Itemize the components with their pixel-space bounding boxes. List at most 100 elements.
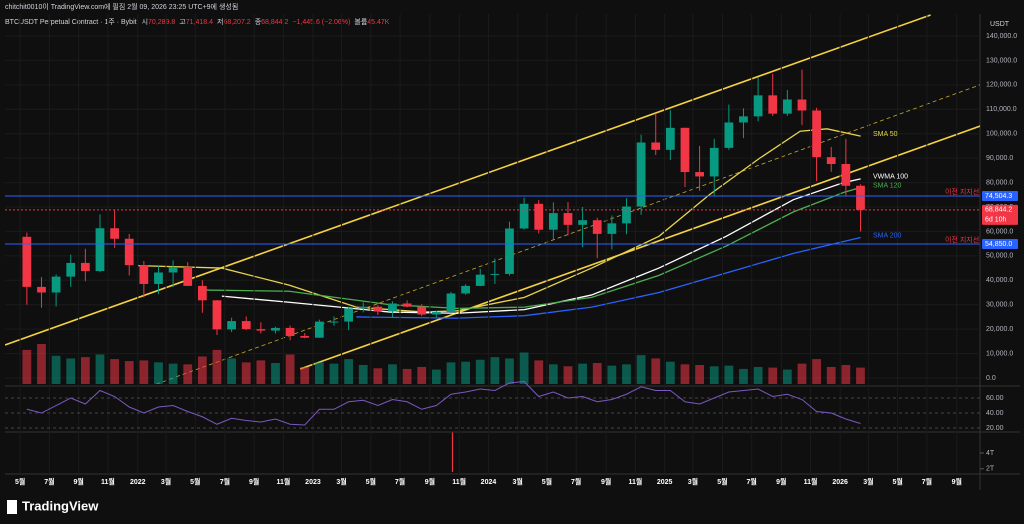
volume-bar: [241, 362, 251, 384]
legend-value: 70,289.8: [148, 19, 175, 26]
candle-body: [300, 335, 310, 338]
volume-bar: [724, 365, 734, 384]
legend-value: 68,844.2: [261, 19, 288, 26]
candle-body: [95, 228, 105, 271]
volume-bar: [622, 364, 631, 384]
x-tick-label: 5월: [366, 477, 376, 486]
volume-bar: [490, 357, 500, 384]
volume-bar: [168, 363, 178, 384]
legend-label: 볼륨: [354, 17, 367, 26]
candle-body: [797, 99, 807, 111]
x-tick-label: 2025: [657, 479, 673, 486]
rsi-tick-label: 20.00: [986, 425, 1004, 432]
candle-body: [592, 220, 602, 234]
candle-body: [110, 228, 119, 239]
y-tick-label: 30,000.0: [986, 302, 1013, 309]
candle-body: [329, 321, 339, 323]
candle-body: [724, 122, 734, 148]
candle-body: [636, 142, 646, 207]
legend-label: 저: [217, 17, 223, 26]
legend-value: 45.47K: [367, 19, 390, 26]
candle-body: [271, 327, 280, 331]
volume-bar: [665, 361, 675, 384]
level-tag: [982, 190, 1018, 201]
volume-bar: [563, 366, 573, 384]
volume-bar: [797, 363, 807, 384]
candle-body: [154, 272, 163, 284]
level-tag: [982, 239, 1018, 250]
x-tick-label: 5월: [15, 477, 25, 486]
volume-bar: [739, 368, 748, 384]
x-tick-label: 11월: [276, 477, 290, 486]
candle-body: [446, 293, 456, 313]
candle-body: [826, 157, 836, 164]
y-tick-label: 90,000.0: [986, 155, 1013, 162]
volume-bar: [183, 364, 193, 384]
volume-bar: [753, 366, 763, 384]
y-tick-label: 80,000.0: [986, 179, 1013, 186]
creator-note: chitchit0010이 TradingView.com에 필짐 2월 09,…: [5, 2, 238, 11]
volume-bar: [680, 364, 690, 384]
candle-body: [212, 300, 222, 330]
x-tick-label: 5월: [717, 477, 727, 486]
volume-bar: [329, 363, 339, 384]
volume-bar: [285, 354, 295, 384]
volume-bar: [578, 363, 587, 384]
candle-body: [197, 285, 207, 301]
candle-body: [753, 95, 763, 117]
volume-bar: [373, 368, 383, 384]
candle-body: [124, 238, 134, 266]
volume-bar: [358, 364, 368, 384]
candle-body: [607, 223, 617, 234]
countdown: 6d 10h: [985, 217, 1007, 224]
volume-bar: [154, 362, 163, 384]
volume-bar: [534, 360, 544, 384]
x-tick-label: 5월: [190, 477, 200, 486]
volume-bar: [417, 366, 427, 384]
volume-bar: [22, 349, 32, 384]
x-tick-label: 5월: [542, 477, 552, 486]
ma-line: [356, 236, 861, 319]
volume-bar: [651, 358, 661, 384]
candle-body: [622, 206, 631, 224]
y-tick-label: 50,000.0: [986, 253, 1013, 260]
volume-bar: [826, 366, 836, 384]
volume-bar: [446, 362, 456, 384]
volume-bar: [66, 358, 76, 384]
candle-body: [768, 95, 778, 114]
volume-bar: [695, 364, 704, 384]
volume-bar: [212, 349, 222, 384]
x-tick-label: 3월: [161, 477, 171, 486]
volume-bar: [636, 355, 646, 384]
x-tick-label: 9월: [601, 477, 611, 486]
x-tick-label: 2022: [130, 479, 146, 486]
candle-body: [431, 312, 441, 315]
x-tick-label: 7월: [44, 477, 54, 486]
volume-bar: [139, 360, 149, 384]
x-tick-label: 9월: [952, 477, 962, 486]
candle-body: [680, 127, 690, 173]
volume-bar: [461, 361, 470, 384]
volume-bar: [37, 344, 46, 384]
legend-label: 시: [142, 18, 148, 26]
volume-bar: [782, 369, 792, 384]
candle-body: [578, 220, 587, 225]
x-tick-label: 2026: [832, 479, 848, 486]
volume-bar: [388, 364, 397, 384]
x-tick-label: 11월: [101, 477, 115, 486]
volume-bar: [768, 367, 778, 384]
candle-body: [519, 203, 529, 229]
rsi-tick-label: 40.00: [986, 410, 1004, 417]
volume-bar: [256, 360, 266, 384]
y-tick-label: 10,000.0: [986, 350, 1013, 357]
y-tick-label: 130,000.0: [986, 57, 1017, 64]
candle-body: [358, 306, 368, 309]
x-tick-label: 11월: [628, 477, 642, 486]
logo-icon: [7, 500, 17, 514]
channel-line: [299, 125, 980, 370]
volume-bar: [80, 357, 90, 384]
volume-bar: [95, 354, 105, 384]
level-label: 54,850.0: [985, 241, 1012, 248]
